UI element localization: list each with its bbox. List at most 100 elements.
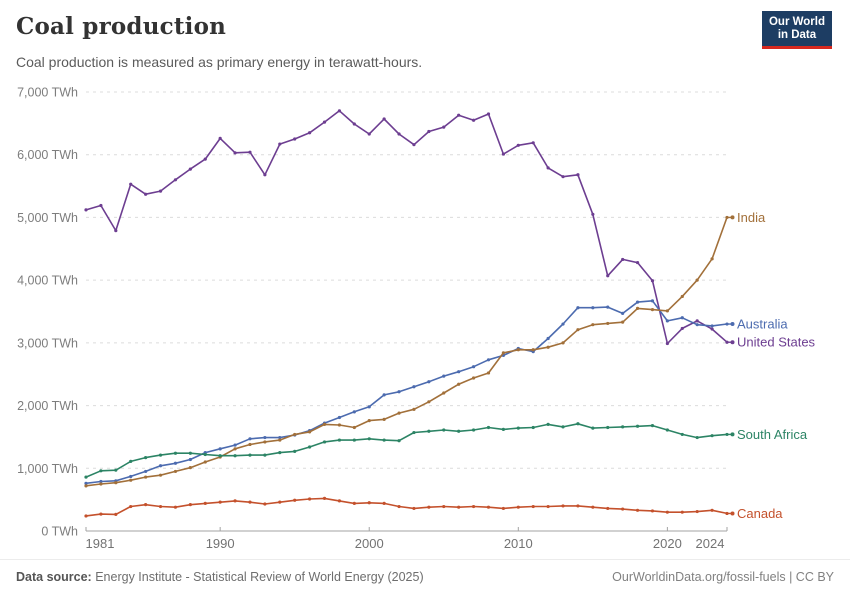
series-point-united-states (695, 319, 699, 323)
series-point-india (84, 484, 88, 488)
series-point-canada (501, 506, 505, 511)
series-point-south-africa (114, 468, 118, 472)
series-point-south-africa (367, 437, 371, 441)
data-source-label: Data source: (16, 570, 92, 584)
series-point-australia (84, 481, 88, 485)
series-label-dot-india (730, 215, 735, 220)
series-point-india (397, 411, 401, 415)
series-point-canada (144, 503, 148, 507)
series-point-united-states (99, 203, 103, 208)
series-point-united-states (188, 167, 192, 171)
series-point-united-states (308, 131, 312, 135)
series-point-canada (725, 511, 729, 516)
series-point-south-africa (293, 449, 297, 453)
series-point-india (650, 308, 655, 312)
owid-logo: Our World in Data (761, 11, 832, 49)
series-point-australia (695, 323, 699, 327)
series-point-india (322, 422, 327, 426)
series-point-australia (218, 447, 222, 451)
y-axis-tick-label: 2,000 TWh (17, 399, 78, 413)
series-point-south-africa (248, 453, 252, 457)
series-point-australia (188, 457, 192, 462)
series-point-south-africa (665, 428, 669, 432)
series-point-canada (576, 504, 580, 508)
series-point-india (591, 323, 595, 327)
series-point-india (278, 438, 282, 442)
series-point-south-africa (680, 432, 684, 437)
series-point-south-africa (99, 469, 103, 473)
series-point-south-africa (516, 426, 520, 430)
series-point-australia (442, 374, 446, 378)
series-line-south-africa (85, 422, 728, 478)
series-point-united-states (293, 137, 297, 141)
series-point-united-states (531, 141, 535, 145)
x-axis-tick-label: 1981 (86, 536, 115, 551)
series-point-india (308, 430, 312, 434)
series-point-south-africa (442, 428, 446, 432)
series-point-south-africa (84, 475, 88, 479)
series-point-india (129, 478, 133, 482)
series-point-india (457, 382, 461, 386)
series-label-dot-south-africa (730, 432, 735, 437)
series-point-india (471, 376, 476, 380)
series-point-australia (129, 474, 133, 479)
series-point-india (99, 482, 103, 486)
series-point-canada (442, 504, 446, 509)
series-point-india (710, 257, 714, 261)
series-point-united-states (278, 142, 282, 146)
series-point-south-africa (427, 429, 431, 433)
series-label-dot-australia (730, 322, 735, 327)
series-point-australia (725, 322, 729, 326)
x-axis-tick-label: 2010 (504, 536, 533, 551)
series-point-united-states (114, 228, 118, 233)
series-label-south-africa: South Africa (737, 427, 808, 442)
y-axis-tick-label: 5,000 TWh (17, 211, 78, 225)
x-axis-tick-label: 1990 (206, 536, 235, 551)
footer-divider (0, 559, 850, 560)
series-point-south-africa (695, 435, 699, 440)
series-point-united-states (203, 157, 207, 161)
owid-url-license[interactable]: OurWorldinData.org/fossil-fuels | CC BY (612, 570, 834, 584)
series-point-australia (561, 322, 565, 326)
chart-subtitle: Coal production is measured as primary e… (16, 54, 423, 70)
x-axis-tick-label: 2000 (355, 536, 384, 551)
series-point-united-states (635, 260, 640, 265)
series-point-india (576, 328, 580, 332)
series-point-australia (263, 435, 267, 440)
series-point-india (665, 309, 669, 313)
series-point-canada (84, 514, 88, 518)
series-point-india (516, 348, 520, 352)
series-point-australia (248, 437, 252, 441)
series-label-united-states: United States (737, 335, 816, 350)
series-point-canada (129, 504, 133, 509)
y-axis-tick-label: 7,000 TWh (17, 86, 78, 100)
series-label-dot-united-states (730, 340, 735, 345)
y-axis-tick-label: 3,000 TWh (17, 336, 78, 350)
series-point-united-states (650, 279, 655, 283)
series-point-south-africa (158, 453, 163, 457)
series-point-australia (158, 464, 163, 468)
series-point-india (293, 432, 297, 437)
series-point-south-africa (278, 451, 282, 455)
series-point-india (427, 400, 431, 404)
series-point-india (621, 320, 625, 324)
series-point-canada (397, 504, 401, 509)
series-point-united-states (84, 208, 88, 212)
series-point-south-africa (263, 453, 267, 457)
series-point-india (233, 447, 237, 451)
series-point-india (114, 481, 118, 485)
series-point-australia (680, 316, 684, 320)
series-point-canada (99, 512, 103, 516)
series-point-australia (99, 479, 103, 484)
series-label-dot-canada (730, 511, 735, 516)
series-point-india (680, 294, 684, 299)
series-point-australia (650, 299, 655, 303)
series-point-united-states (561, 175, 565, 179)
series-point-south-africa (576, 422, 580, 426)
series-point-united-states (322, 120, 327, 124)
series-point-india (248, 442, 252, 447)
series-point-india (158, 473, 163, 477)
series-point-united-states (248, 150, 252, 154)
owid-logo-line1: Our World (768, 16, 825, 28)
series-point-canada (606, 506, 610, 511)
